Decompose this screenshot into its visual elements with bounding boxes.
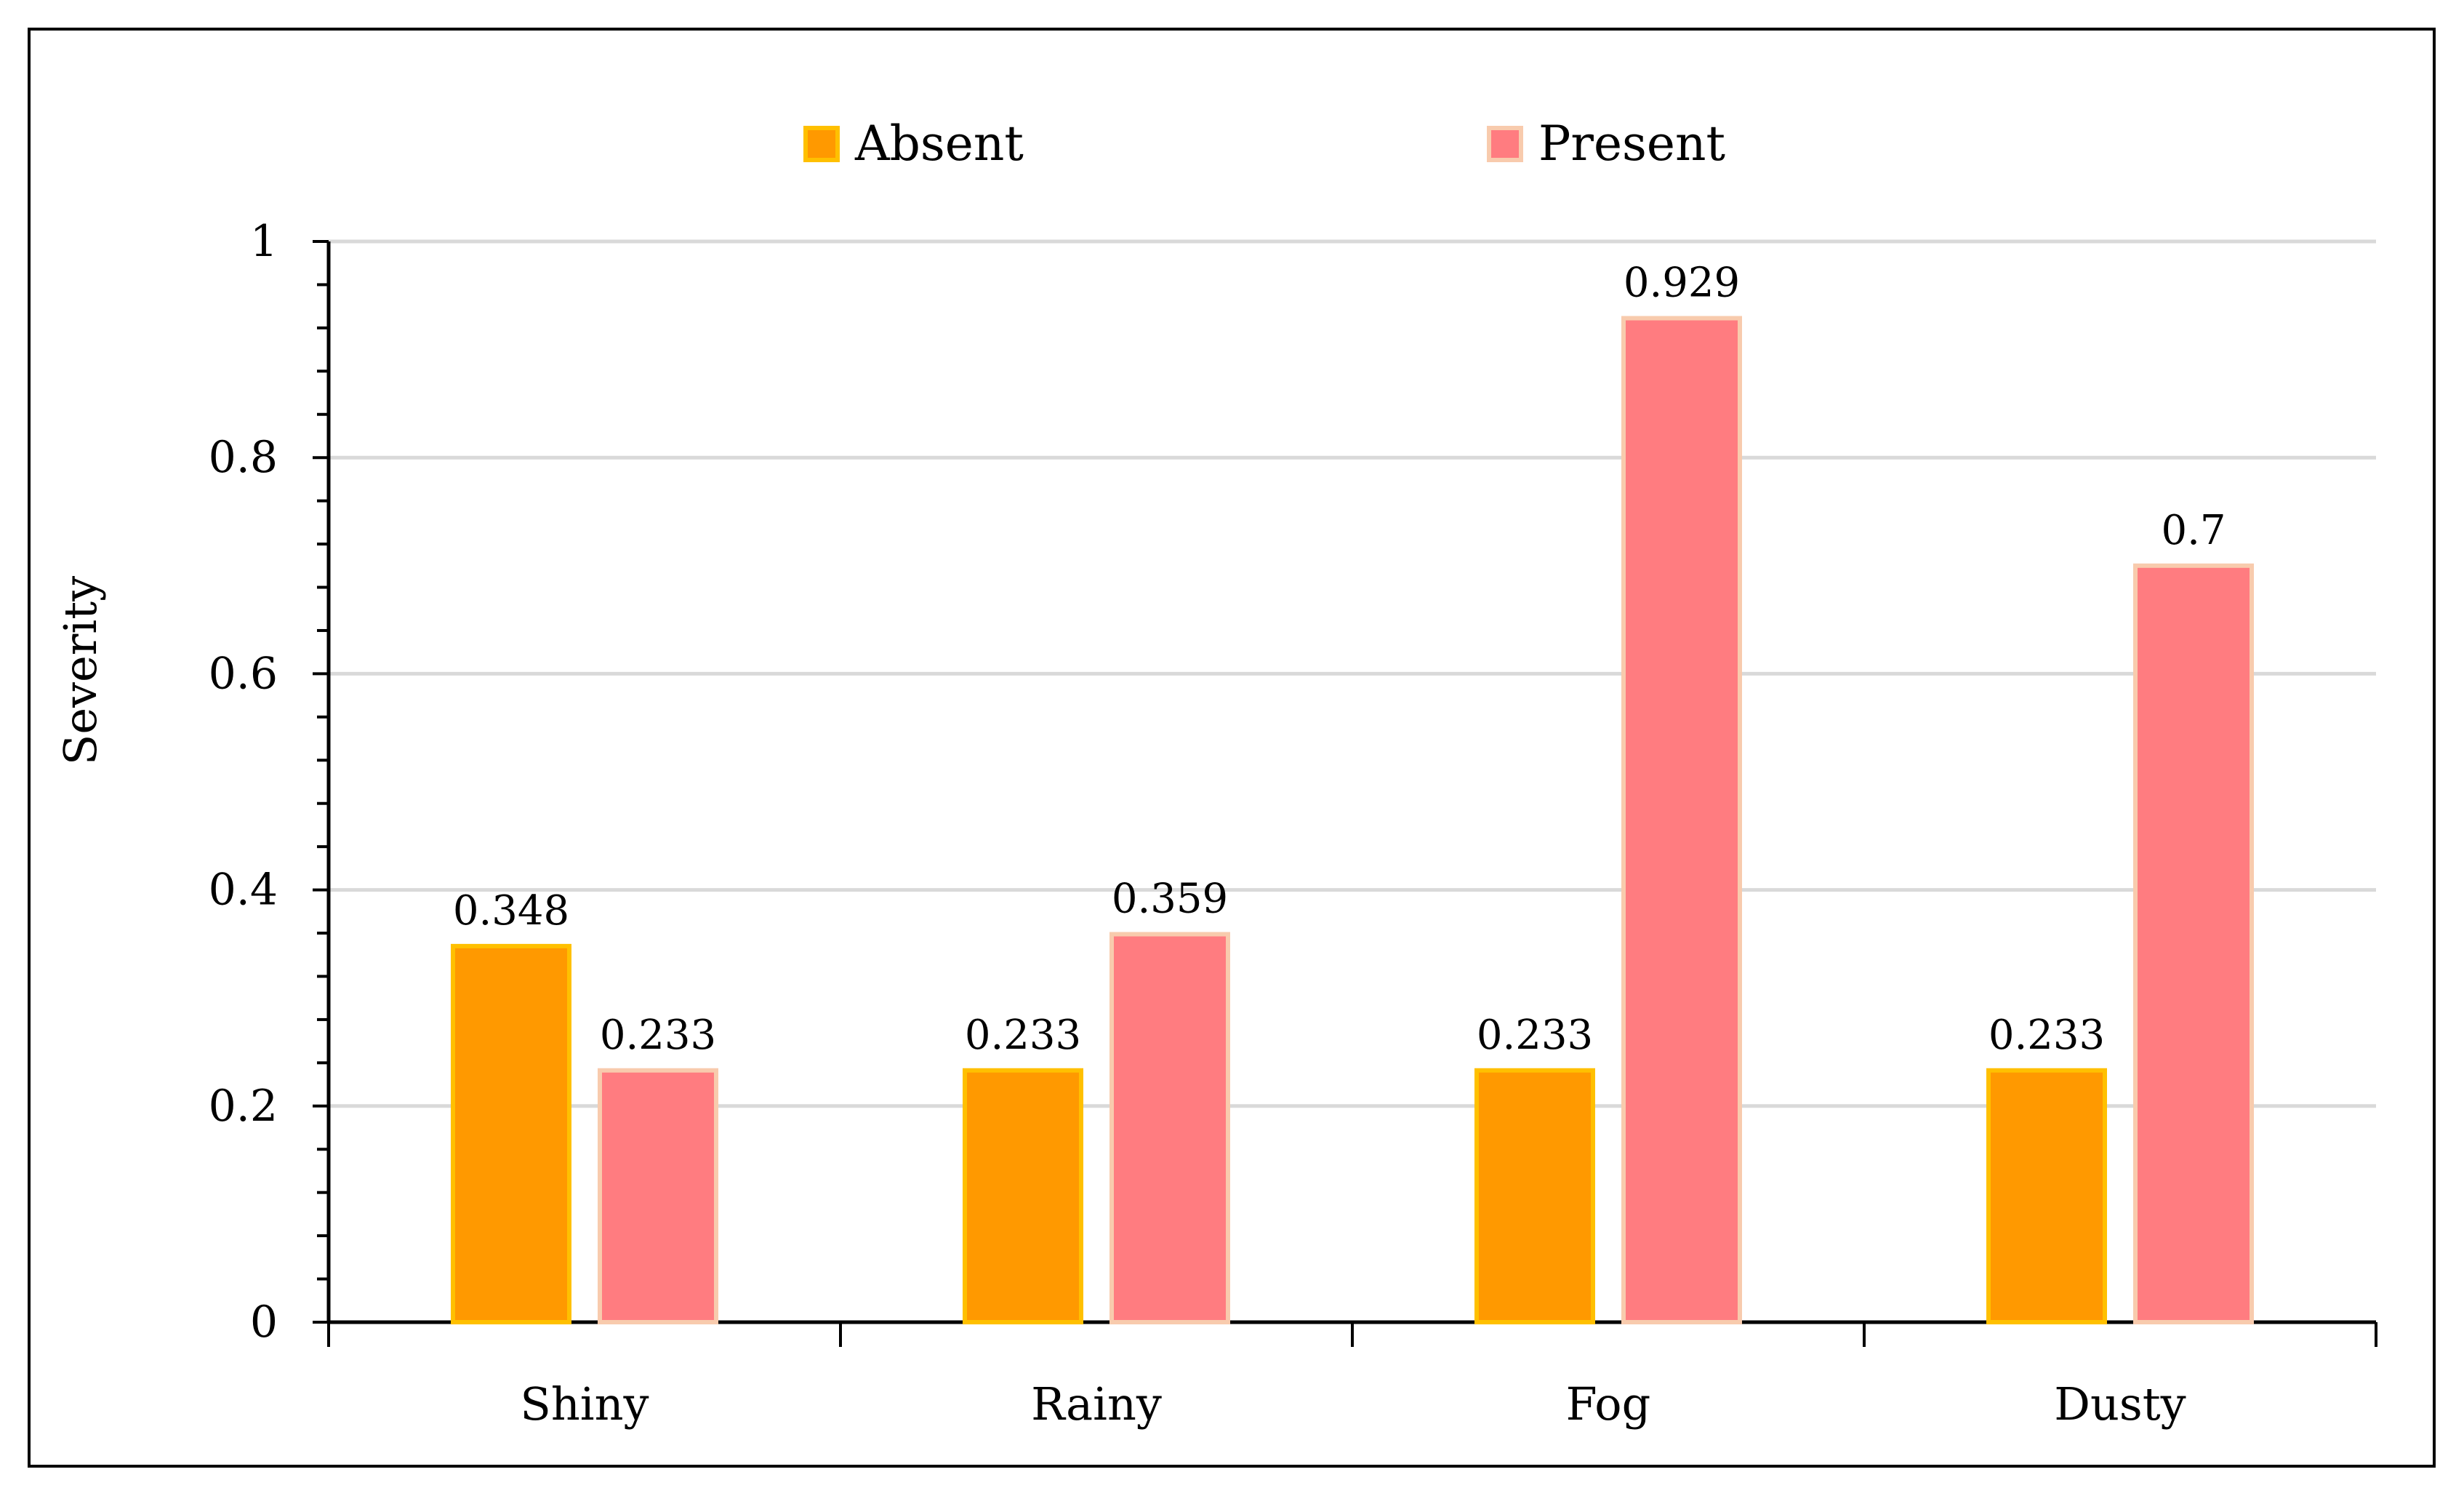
legend: Absent Present xyxy=(803,116,1725,172)
data-label-absent: 0.348 xyxy=(453,887,569,935)
y-tick-label: 0 xyxy=(250,1297,278,1348)
data-label-present: 0.233 xyxy=(600,1012,716,1059)
x-axis: Shiny Rainy Fog Dusty xyxy=(327,1320,2377,1431)
bars xyxy=(451,316,2254,1325)
x-category-label: Rainy xyxy=(1031,1377,1162,1431)
y-tick-label: 1 xyxy=(250,216,278,267)
data-label-present: 0.359 xyxy=(1112,876,1228,923)
data-label-present: 0.929 xyxy=(1624,260,1740,307)
y-tick-label: 0.4 xyxy=(209,865,278,916)
y-tick-label: 0.2 xyxy=(209,1081,278,1132)
data-label-present: 0.7 xyxy=(2161,507,2226,554)
legend-swatch-absent xyxy=(803,126,840,162)
bar-absent xyxy=(451,943,571,1324)
bar-present xyxy=(1621,316,1742,1325)
legend-label-absent: Absent xyxy=(854,116,1024,172)
y-tick-label: 0.6 xyxy=(209,648,278,699)
x-category-label: Dusty xyxy=(2054,1377,2186,1431)
bar-absent xyxy=(963,1068,1083,1324)
value-labels: 0.348 0.233 0.233 0.233 0.233 0.359 0.929 0.7 xyxy=(453,260,2226,1059)
bar-present xyxy=(2133,563,2254,1324)
data-label-absent: 0.233 xyxy=(1477,1012,1593,1059)
x-category-label: Fog xyxy=(1566,1377,1651,1431)
y-axis-title: Severity xyxy=(54,576,107,765)
bar-absent xyxy=(1474,1068,1595,1324)
gridlines xyxy=(329,239,2376,1108)
data-label-absent: 0.233 xyxy=(1989,1012,2105,1059)
y-axis: 0 0.2 0.4 0.6 0.8 1 xyxy=(209,216,331,1348)
bar-present xyxy=(1109,932,1230,1324)
x-category-label: Shiny xyxy=(520,1377,649,1431)
data-label-absent: 0.233 xyxy=(965,1012,1081,1059)
legend-swatch-present xyxy=(1487,126,1523,162)
legend-label-present: Present xyxy=(1538,116,1725,172)
bar-present xyxy=(598,1068,718,1324)
bar-absent xyxy=(1986,1068,2107,1324)
y-tick-label: 0.8 xyxy=(209,432,278,483)
